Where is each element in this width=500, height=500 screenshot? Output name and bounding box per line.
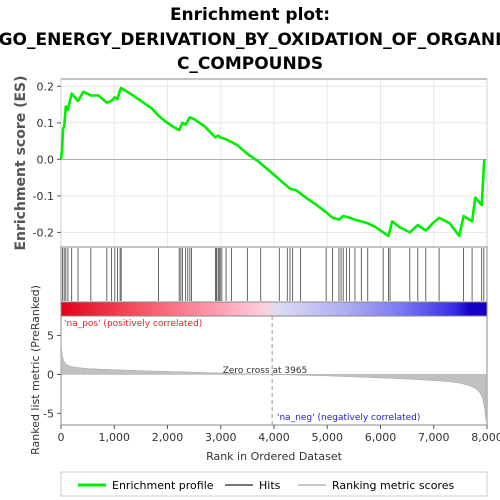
x-tick-label: 1,000 (99, 431, 131, 444)
hits-panel (60, 246, 488, 303)
chart-title-line2: GO_ENERGY_DERIVATION_BY_OXIDATION_OF_ORG… (0, 30, 500, 50)
x-axis-ticks: 0 1,000 2,000 3,000 4,000 5,000 6,000 7,000 8,00… (58, 425, 500, 444)
es-tick-label: -0.1 (33, 190, 54, 203)
legend-item-enrichment: Enrichment profile (78, 479, 214, 492)
x-tick-label: 3,000 (205, 431, 237, 444)
metric-y-axis-ticks: 5 0 -5 (43, 329, 61, 420)
metric-tick-label: -5 (43, 407, 54, 420)
positive-correlation-label: 'na_pos' (positively correlated) (64, 319, 202, 329)
negative-correlation-label: 'na_neg' (negatively correlated) (277, 413, 420, 423)
x-tick-label: 7,000 (418, 431, 450, 444)
legend (60, 471, 488, 497)
legend-hits-label: Hits (259, 479, 281, 492)
enrichment-profile-line (59, 86, 486, 238)
metric-tick-label: 5 (47, 329, 54, 342)
x-tick-label: 2,000 (152, 431, 184, 444)
es-tick-label: 0.0 (37, 153, 55, 166)
es-y-axis-label: Enrichment score (ES) (13, 75, 29, 250)
es-tick-label: 0.1 (37, 117, 55, 130)
metric-y-axis-label: Ranked list metric (PreRanked) (29, 285, 42, 455)
es-gridlines (60, 79, 488, 247)
es-y-axis-ticks: 0.2 0.1 0.0 -0.1 -0.2 (33, 80, 61, 239)
x-tick-label: 0 (58, 431, 65, 444)
legend-enrichment-label: Enrichment profile (112, 479, 214, 492)
chart-title-line3: C_COMPOUNDS (177, 54, 323, 74)
x-tick-label: 6,000 (365, 431, 397, 444)
ranking-color-bar (60, 301, 488, 317)
chart-title-line1: Enrichment plot: (170, 5, 330, 25)
x-tick-label: 5,000 (312, 431, 344, 444)
es-tick-label: -0.2 (33, 226, 54, 239)
x-tick-label: 8,000 (471, 431, 500, 444)
x-axis-label: Rank in Ordered Dataset (206, 450, 343, 463)
legend-item-ranking: Ranking metric scores (298, 479, 454, 492)
legend-ranking-label: Ranking metric scores (332, 479, 454, 492)
legend-item-hits: Hits (225, 479, 281, 492)
ranking-metric-area (60, 333, 487, 420)
x-tick-label: 4,000 (258, 431, 290, 444)
es-tick-label: 0.2 (37, 80, 55, 93)
zero-cross-label: Zero cross at 3965 (223, 366, 308, 376)
metric-tick-label: 0 (47, 368, 54, 381)
hits-marks (62, 248, 485, 301)
